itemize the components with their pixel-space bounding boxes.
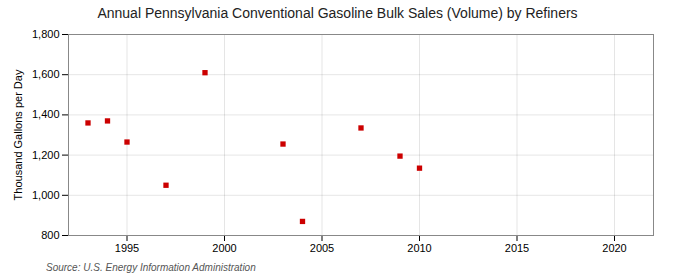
svg-text:2005: 2005 — [310, 242, 334, 254]
svg-text:2020: 2020 — [602, 242, 626, 254]
html-text:Annual Pennsylvania Convention: Annual Pennsylvania Conventional Gasolin… — [97, 5, 578, 21]
svg-text:1,200: 1,200 — [32, 149, 60, 161]
svg-text:1,000: 1,000 — [32, 189, 60, 201]
svg-text:1995: 1995 — [115, 242, 139, 254]
svg-text:2010: 2010 — [407, 242, 431, 254]
html-text:Source: U.S. Energy Informatio: Source: U.S. Energy Information Administ… — [46, 262, 256, 273]
svg-text:1,800: 1,800 — [32, 28, 60, 40]
svg-text:1,600: 1,600 — [32, 68, 60, 80]
svg-text:2000: 2000 — [212, 242, 236, 254]
svg-text:Thousand Gallons per Day: Thousand Gallons per Day — [12, 69, 24, 200]
svg-text:1,400: 1,400 — [32, 108, 60, 120]
svg-text:800: 800 — [41, 229, 59, 241]
svg-text:2015: 2015 — [505, 242, 529, 254]
